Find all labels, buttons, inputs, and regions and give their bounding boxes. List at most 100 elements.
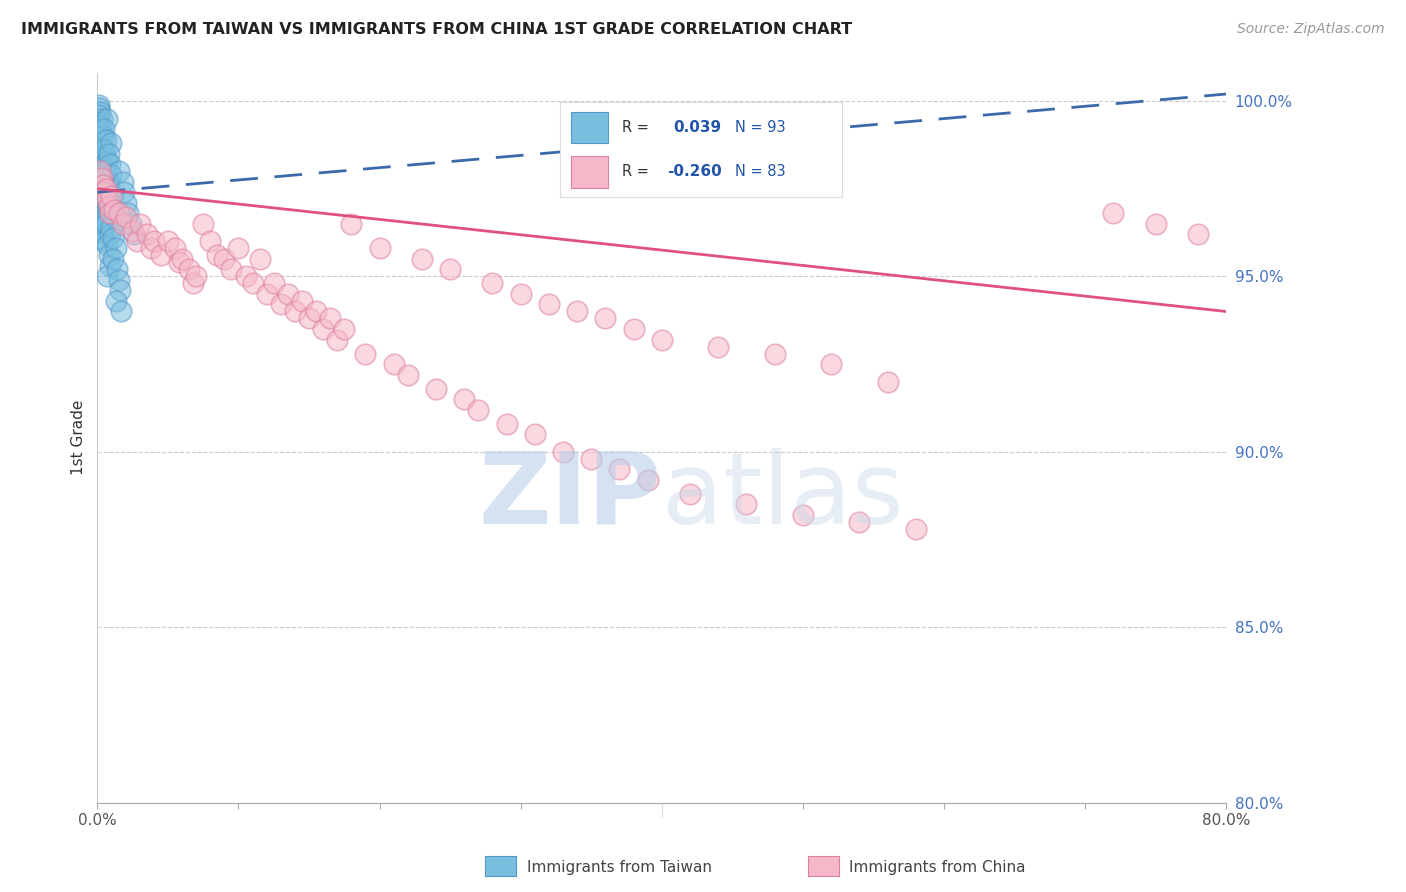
Point: [94, 150, 117, 164]
Point: [523, 427, 546, 442]
Point: [97, 146, 120, 161]
Point: [91, 227, 114, 242]
Point: [177, 262, 200, 277]
Text: IMMIGRANTS FROM TAIWAN VS IMMIGRANTS FROM CHINA 1ST GRADE CORRELATION CHART: IMMIGRANTS FROM TAIWAN VS IMMIGRANTS FRO…: [21, 22, 852, 37]
Point: [792, 508, 814, 522]
Point: [249, 252, 271, 266]
Point: [107, 164, 129, 178]
Point: [93, 182, 115, 196]
Point: [298, 311, 321, 326]
Point: [96, 237, 118, 252]
Point: [104, 293, 127, 308]
Point: [91, 210, 114, 224]
Point: [453, 392, 475, 407]
Point: [91, 178, 114, 193]
Point: [94, 202, 117, 217]
Point: [551, 444, 574, 458]
Point: [135, 227, 157, 242]
Point: [91, 199, 114, 213]
Point: [89, 136, 111, 150]
Point: [87, 108, 110, 122]
Point: [101, 252, 124, 266]
Point: [256, 287, 278, 301]
Point: [105, 262, 128, 277]
Point: [93, 122, 115, 136]
Point: [98, 199, 121, 213]
Point: [107, 273, 129, 287]
Point: [1187, 227, 1209, 242]
Point: [139, 241, 162, 255]
Point: [112, 186, 135, 200]
Point: [1144, 217, 1167, 231]
Point: [707, 340, 730, 354]
Point: [120, 217, 142, 231]
Point: [90, 139, 112, 153]
Point: [537, 297, 560, 311]
Point: [98, 206, 121, 220]
Point: [100, 168, 122, 182]
Point: [235, 269, 257, 284]
Point: [90, 112, 112, 126]
Point: [93, 217, 115, 231]
Point: [90, 157, 112, 171]
Point: [333, 322, 356, 336]
Point: [121, 224, 143, 238]
Point: [651, 333, 673, 347]
Point: [103, 210, 125, 224]
Point: [181, 277, 204, 291]
Point: [97, 248, 120, 262]
Point: [87, 122, 110, 136]
Point: [326, 333, 349, 347]
Point: [93, 143, 115, 157]
Point: [104, 241, 127, 255]
Point: [509, 287, 531, 301]
Point: [89, 168, 111, 182]
Point: [91, 161, 114, 175]
Point: [207, 248, 229, 262]
Point: [87, 115, 110, 129]
Point: [277, 287, 299, 301]
Point: [89, 220, 111, 235]
Point: [97, 206, 120, 220]
Point: [876, 375, 898, 389]
Point: [87, 139, 110, 153]
Point: [100, 188, 122, 202]
Point: [90, 202, 112, 217]
Point: [319, 311, 342, 326]
Point: [111, 217, 134, 231]
Point: [96, 195, 118, 210]
Point: [221, 262, 243, 277]
Point: [90, 129, 112, 144]
Text: Immigrants from Taiwan: Immigrants from Taiwan: [527, 860, 713, 874]
Point: [89, 188, 111, 202]
Point: [89, 206, 111, 220]
Point: [87, 97, 110, 112]
Point: [122, 227, 145, 242]
Point: [91, 213, 114, 227]
Point: [163, 241, 186, 255]
Point: [609, 462, 631, 476]
Point: [93, 186, 115, 200]
Point: [101, 231, 124, 245]
Point: [91, 171, 114, 186]
Point: [96, 269, 118, 284]
Point: [111, 175, 134, 189]
Text: Source: ZipAtlas.com: Source: ZipAtlas.com: [1237, 22, 1385, 37]
Point: [87, 195, 110, 210]
Point: [904, 522, 927, 536]
Point: [149, 248, 172, 262]
Point: [495, 417, 517, 431]
Point: [89, 126, 111, 140]
Point: [623, 322, 645, 336]
Point: [90, 192, 112, 206]
Point: [89, 153, 111, 168]
Point: [735, 497, 758, 511]
Point: [382, 357, 405, 371]
Point: [96, 192, 118, 206]
Point: [93, 235, 115, 249]
Point: [98, 157, 121, 171]
Point: [114, 210, 136, 224]
Point: [90, 192, 112, 206]
Point: [89, 164, 111, 178]
Point: [103, 202, 125, 217]
